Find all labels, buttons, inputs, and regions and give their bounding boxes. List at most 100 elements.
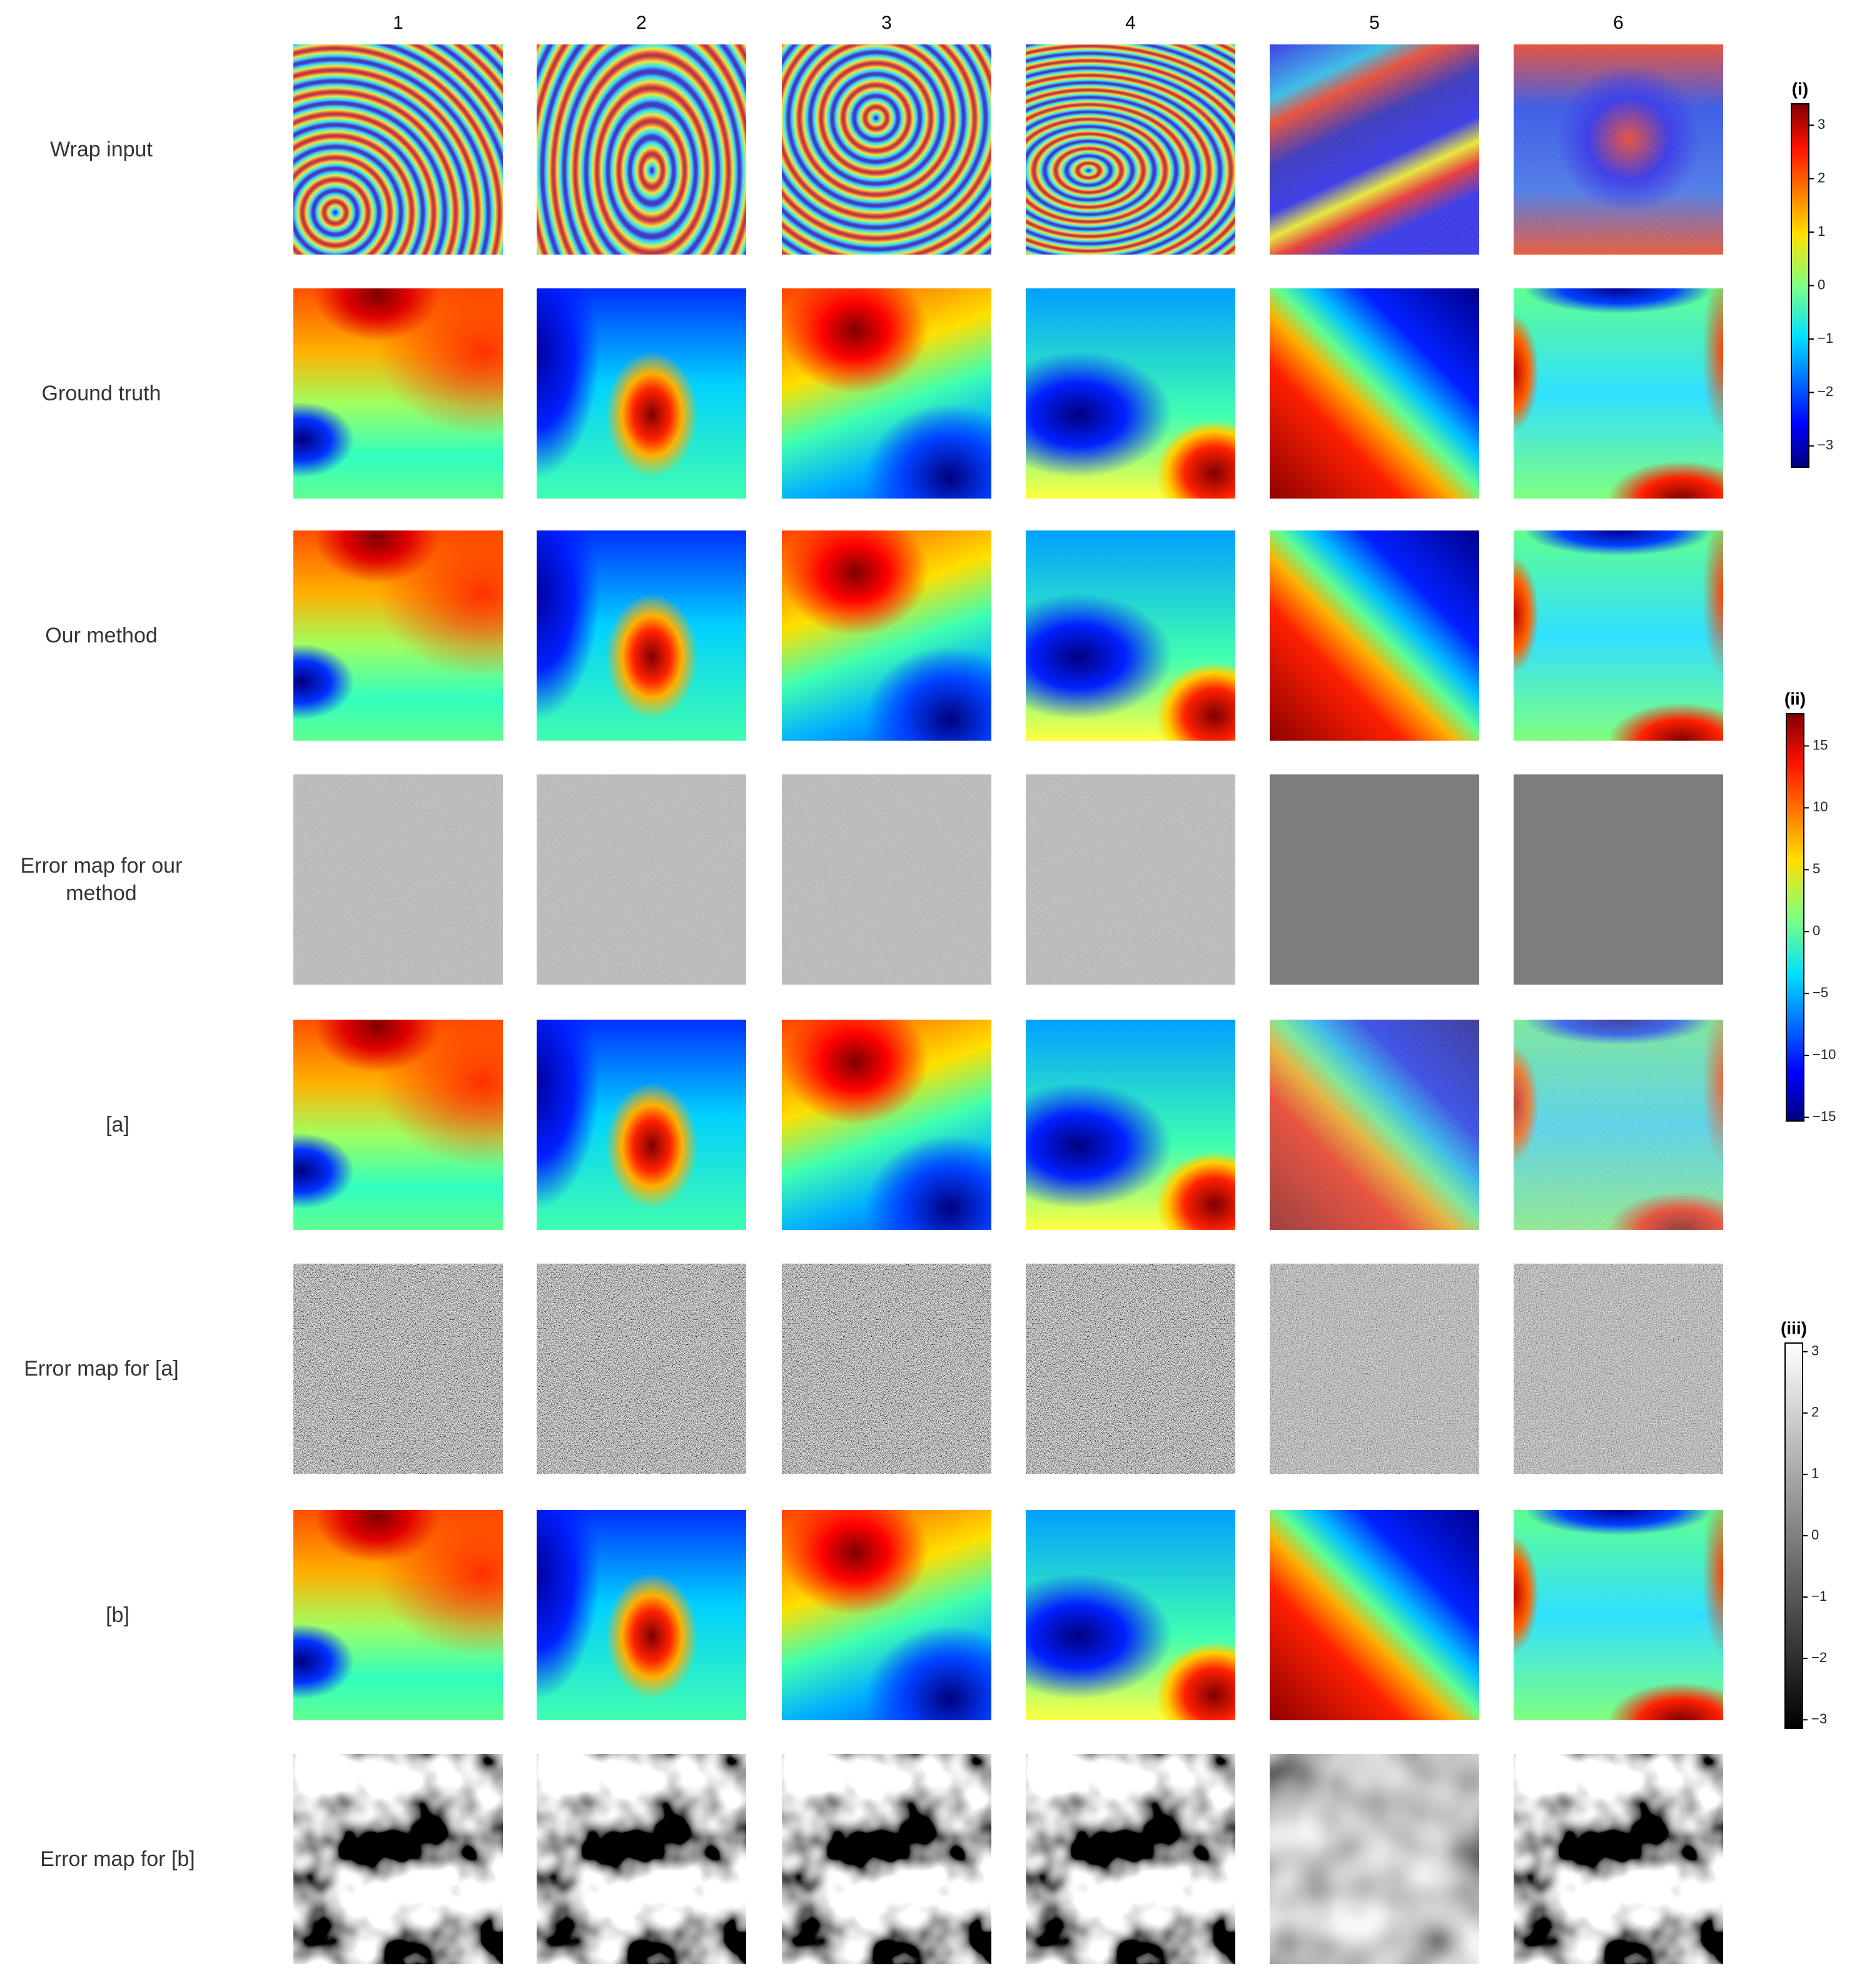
error-texture bbox=[1270, 1264, 1479, 1474]
row-label: Wrap input bbox=[50, 138, 153, 161]
image-panel bbox=[537, 530, 746, 741]
image-panel bbox=[1026, 1020, 1235, 1230]
image-panel bbox=[293, 1264, 503, 1474]
colorbar-tick-label: −2 bbox=[1811, 1650, 1827, 1665]
image-panel bbox=[1026, 774, 1235, 985]
colorbar bbox=[1791, 103, 1809, 468]
error-map bbox=[1270, 1264, 1479, 1474]
image-panel bbox=[1270, 44, 1479, 255]
image-panel bbox=[1514, 1510, 1723, 1720]
error-texture bbox=[537, 1754, 746, 1964]
noise-overlay bbox=[293, 44, 503, 255]
image-panel bbox=[782, 530, 991, 741]
error-map bbox=[782, 774, 991, 985]
colorbar-tick-label: −2 bbox=[1818, 383, 1833, 399]
image-panel bbox=[1514, 288, 1723, 499]
error-texture bbox=[1026, 774, 1235, 985]
noise bbox=[1270, 1020, 1479, 1230]
image-panel bbox=[1514, 1264, 1723, 1474]
noise-overlay bbox=[1270, 1020, 1479, 1230]
error-map bbox=[1270, 774, 1479, 985]
error-texture bbox=[782, 774, 991, 985]
colorbar-tick-label: 2 bbox=[1818, 170, 1825, 185]
image-panel bbox=[293, 774, 503, 985]
row-label: Ground truth bbox=[41, 382, 161, 405]
colorbar-tick-label: 0 bbox=[1818, 276, 1825, 292]
error-map bbox=[1514, 1264, 1723, 1474]
image-panel bbox=[1026, 288, 1235, 499]
error-map bbox=[293, 774, 503, 985]
image-panel bbox=[1026, 530, 1235, 741]
error-texture bbox=[782, 1754, 991, 1964]
noise bbox=[1514, 1020, 1723, 1230]
column-header: 5 bbox=[1369, 13, 1380, 33]
image-panel bbox=[537, 44, 746, 255]
error-texture bbox=[1514, 1754, 1723, 1964]
image-panel bbox=[1270, 1754, 1479, 1964]
error-map bbox=[293, 1754, 503, 1964]
column-header: 3 bbox=[881, 13, 892, 33]
colorbar bbox=[1784, 1342, 1803, 1729]
noise-overlay bbox=[1514, 44, 1723, 255]
noise bbox=[1514, 44, 1723, 255]
colorbar-tick-label: −1 bbox=[1811, 1588, 1827, 1604]
error-map bbox=[782, 1754, 991, 1964]
image-panel bbox=[1026, 1264, 1235, 1474]
error-map bbox=[1026, 1264, 1235, 1474]
row-label: Error map for [a] bbox=[24, 1357, 179, 1381]
image-panel bbox=[293, 530, 503, 741]
image-panel bbox=[293, 1510, 503, 1720]
error-map bbox=[537, 1264, 746, 1474]
error-map bbox=[1514, 774, 1723, 985]
error-texture bbox=[1026, 1754, 1235, 1964]
error-texture bbox=[293, 1264, 503, 1474]
error-texture bbox=[293, 774, 503, 985]
colorbar bbox=[1786, 713, 1804, 1122]
colorbar-tick-label: −15 bbox=[1813, 1108, 1836, 1124]
noise-overlay bbox=[1514, 1020, 1723, 1230]
row-label: Our method bbox=[45, 624, 158, 647]
colorbar-tick-label: 1 bbox=[1818, 223, 1825, 239]
error-fill bbox=[1270, 774, 1479, 985]
image-panel bbox=[782, 44, 991, 255]
error-texture bbox=[1270, 1754, 1479, 1964]
column-header: 2 bbox=[636, 13, 647, 33]
colorbar-tick-label: 2 bbox=[1811, 1404, 1819, 1420]
image-panel bbox=[1514, 530, 1723, 741]
image-panel bbox=[537, 1020, 746, 1230]
noise bbox=[537, 44, 746, 255]
error-map bbox=[537, 774, 746, 985]
noise bbox=[782, 44, 991, 255]
error-texture bbox=[1514, 1264, 1723, 1474]
colorbar-tick-label: 10 bbox=[1813, 799, 1828, 814]
image-panel bbox=[1270, 774, 1479, 985]
image-panel bbox=[293, 1020, 503, 1230]
image-panel bbox=[1026, 44, 1235, 255]
colorbar-title: (i) bbox=[1792, 79, 1808, 98]
noise-overlay bbox=[1026, 44, 1235, 255]
noise bbox=[293, 44, 503, 255]
row-label: [a] bbox=[106, 1113, 129, 1137]
colorbar-tick-label: −3 bbox=[1811, 1711, 1827, 1727]
row-label: Error map for [b] bbox=[40, 1847, 195, 1871]
image-panel bbox=[1270, 1264, 1479, 1474]
error-texture bbox=[782, 1264, 991, 1474]
image-panel bbox=[1270, 288, 1479, 499]
row-label: [b] bbox=[106, 1603, 129, 1627]
image-panel bbox=[537, 1754, 746, 1964]
colorbar-title: (iii) bbox=[1781, 1318, 1807, 1337]
colorbar-tick-label: 5 bbox=[1813, 861, 1820, 876]
noise-overlay bbox=[537, 44, 746, 255]
image-panel bbox=[1270, 1020, 1479, 1230]
colorbar-tick-label: −10 bbox=[1813, 1047, 1836, 1062]
noise-overlay bbox=[1270, 44, 1479, 255]
column-header: 1 bbox=[393, 13, 403, 33]
image-panel bbox=[782, 1020, 991, 1230]
colorbar-tick-label: 3 bbox=[1811, 1343, 1819, 1359]
image-panel bbox=[293, 44, 503, 255]
colorbar-tick-label: 15 bbox=[1813, 737, 1828, 753]
error-texture bbox=[1026, 1264, 1235, 1474]
image-panel bbox=[1514, 1754, 1723, 1964]
